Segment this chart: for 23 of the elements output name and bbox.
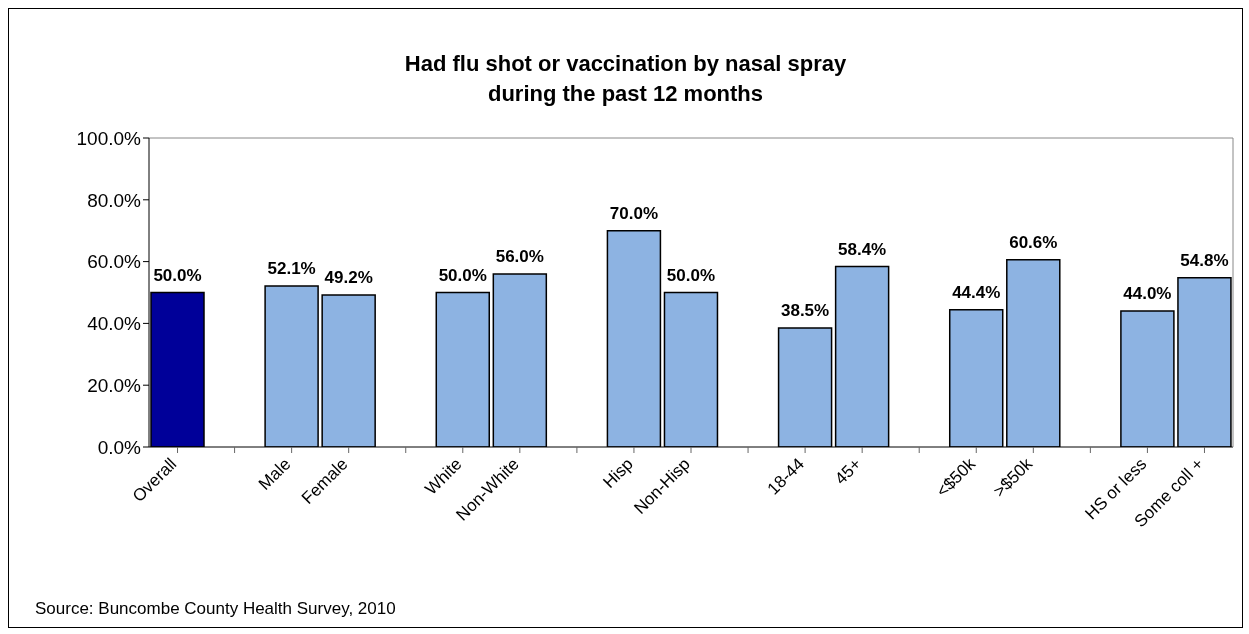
x-tick-label: 45+ bbox=[831, 454, 866, 489]
data-label: 70.0% bbox=[609, 203, 659, 223]
source-note: Source: Buncombe County Health Survey, 2010 bbox=[35, 599, 396, 619]
y-tick-label: 80.0% bbox=[87, 189, 142, 211]
data-label: 44.4% bbox=[952, 282, 1001, 302]
data-label: 54.8% bbox=[1180, 250, 1229, 270]
data-label: 49.2% bbox=[324, 267, 373, 287]
data-label: 50.0% bbox=[666, 265, 716, 285]
y-tick-label: 60.0% bbox=[87, 251, 142, 273]
data-label: 60.6% bbox=[1009, 232, 1058, 252]
chart-title: Had flu shot or vaccination by nasal spray during the past 12 months bbox=[403, 50, 848, 108]
x-tick-label: Hisp bbox=[599, 454, 637, 492]
data-label: 38.5% bbox=[780, 301, 830, 321]
y-tick-label: 0.0% bbox=[97, 436, 142, 458]
data-label: 50.0% bbox=[153, 265, 202, 285]
data-label: 44.0% bbox=[1123, 284, 1172, 304]
y-tick-label: 20.0% bbox=[87, 374, 142, 396]
data-label: 52.1% bbox=[267, 259, 316, 279]
data-label: 50.0% bbox=[438, 265, 487, 285]
y-tick-label: 40.0% bbox=[87, 313, 142, 335]
data-label: 58.4% bbox=[838, 239, 887, 259]
y-tick-label: 100.0% bbox=[76, 127, 142, 149]
data-label: 56.0% bbox=[495, 246, 544, 266]
